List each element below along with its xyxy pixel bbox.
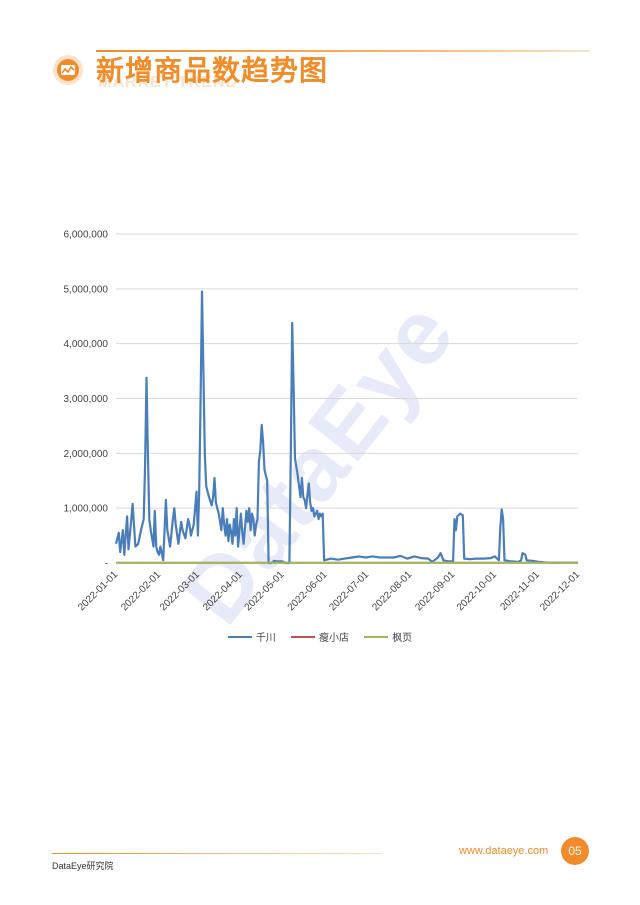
page-subtitle: MARKET TREND bbox=[98, 74, 238, 91]
chart-legend: 千川 瘦小店 枫页 bbox=[0, 629, 640, 644]
x-tick-label: 2022-03-01 bbox=[158, 569, 202, 613]
legend-label-qianchuan: 千川 bbox=[255, 633, 276, 644]
y-tick-label: 1,000,000 bbox=[64, 504, 109, 515]
x-tick-label: 2022-01-01 bbox=[76, 569, 120, 613]
footer-url-link[interactable]: www.dataeye.com bbox=[459, 845, 549, 857]
x-tick-label: 2022-02-01 bbox=[119, 569, 163, 613]
y-tick-label: 4,000,000 bbox=[64, 339, 109, 350]
y-tick-label: 2,000,000 bbox=[64, 449, 109, 460]
x-tick-label: 2022-06-01 bbox=[286, 569, 330, 613]
y-tick-label: 3,000,000 bbox=[64, 394, 109, 405]
series-line-0 bbox=[114, 290, 578, 565]
legend-swatch-shouxiaodian bbox=[291, 635, 315, 638]
x-tick-label: 2022-09-01 bbox=[413, 569, 457, 613]
page-number-badge: 05 bbox=[561, 837, 589, 865]
y-tick-label: 6,000,000 bbox=[64, 230, 109, 241]
x-tick-label: 2022-11-01 bbox=[498, 569, 542, 613]
legend-swatch-fengye bbox=[364, 635, 389, 638]
legend-swatch-qianchuan bbox=[227, 635, 252, 638]
legend-item-shouxiaodian: 瘦小店 bbox=[291, 629, 349, 644]
chart-badge-icon bbox=[53, 55, 83, 85]
page-title: 新增商品数趋势图 bbox=[96, 54, 329, 87]
legend-item-fengye: 枫页 bbox=[364, 629, 412, 644]
x-tick-label: 2022-05-01 bbox=[243, 569, 287, 613]
x-tick-label: 2022-10-01 bbox=[455, 569, 499, 613]
footer-org: DataEye研究院 bbox=[52, 861, 114, 871]
legend-label-shouxiaodian: 瘦小店 bbox=[319, 633, 349, 644]
header-divider bbox=[96, 50, 590, 52]
legend-item-qianchuan: 千川 bbox=[227, 629, 276, 644]
x-tick-label: 2022-08-01 bbox=[370, 569, 414, 613]
footer-divider bbox=[52, 853, 382, 854]
y-tick-label: - bbox=[105, 559, 108, 570]
x-tick-label: 2022-07-01 bbox=[327, 569, 371, 613]
chart-canvas: - 1,000,000 2,000,000 3,000,000 4,000,000 5,0… bbox=[64, 230, 583, 614]
legend-label-fengye: 枫页 bbox=[392, 633, 413, 644]
x-tick-label: 2022-12-01 bbox=[538, 569, 582, 613]
y-tick-label: 5,000,000 bbox=[64, 284, 109, 295]
line-chart: - 1,000,000 2,000,000 3,000,000 4,000,000 5,0… bbox=[0, 215, 640, 655]
x-tick-label: 2022-04-01 bbox=[201, 569, 245, 613]
